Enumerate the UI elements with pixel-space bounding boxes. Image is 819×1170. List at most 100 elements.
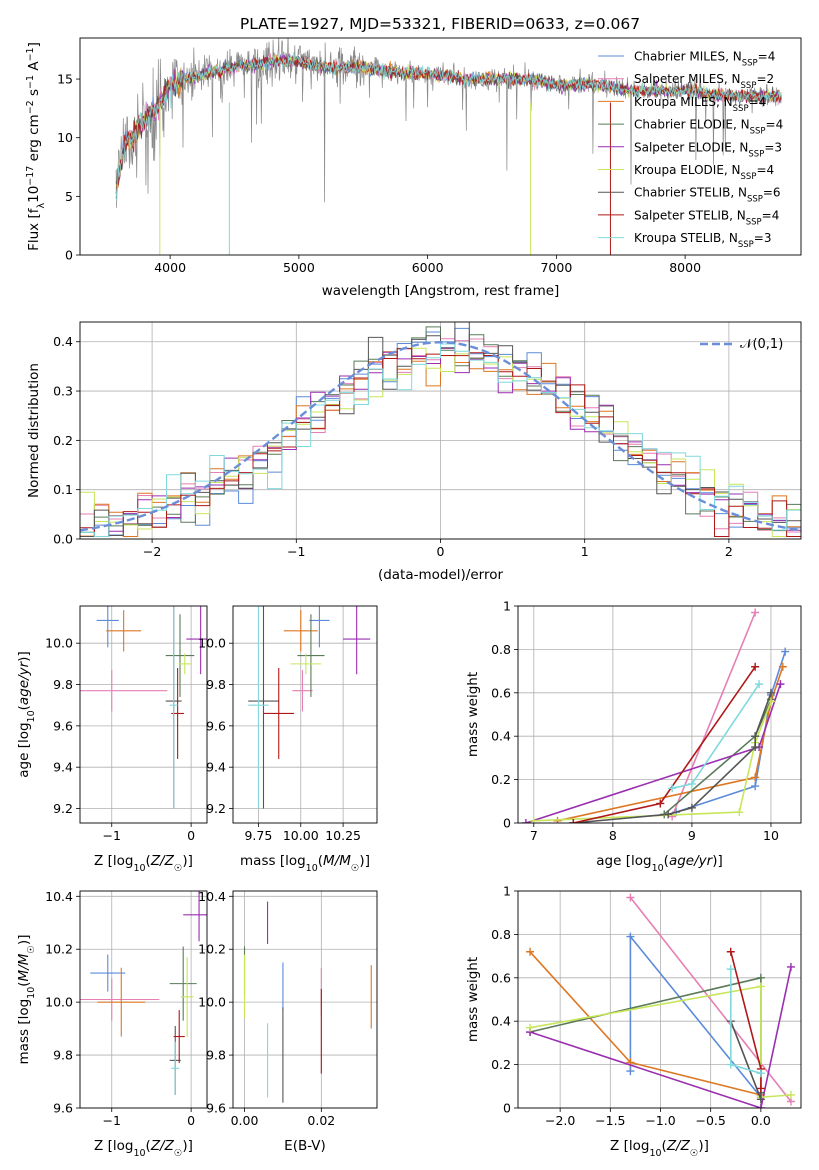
y-tick-label: 0.2 (53, 433, 73, 448)
point-chabrier-stelib (248, 606, 279, 809)
point-kroupa-miles (97, 967, 146, 1037)
weight-marker-salpeter-elodie (786, 962, 795, 971)
y-tick-label: 9.8 (206, 1048, 226, 1063)
x-tick-label: −2 (143, 544, 161, 559)
weight-line-salpeter-miles (671, 612, 756, 817)
y-tick-label: 0.3 (53, 384, 73, 399)
weight-marker-chabrier-stelib (751, 732, 760, 741)
y-tick-label: 10.0 (198, 636, 226, 651)
y-tick-label: 10.2 (45, 942, 73, 957)
weight-marker-kroupa-stelib (755, 680, 764, 689)
y-tick-label: 9.2 (53, 801, 73, 816)
point-chabrier-elodie (165, 614, 195, 697)
y-tick-label: 0.2 (491, 772, 511, 787)
y-tick-label: 9.8 (53, 1048, 73, 1063)
axes-frame (517, 890, 802, 1109)
point-chabrier-elodie (169, 946, 197, 1021)
weight-line-chabrier-stelib (573, 692, 772, 823)
y-tick-label: 0.4 (491, 729, 511, 744)
weight-line-salpeter-elodie (529, 966, 792, 1108)
point-kroupa-elodie (290, 653, 322, 675)
y-tick-label: 9.6 (53, 718, 73, 733)
x-tick-label: 9 (688, 828, 696, 843)
legend-label-chabrier-elodie: Chabrier ELODIE, NSSP=4 (634, 118, 783, 137)
weight-marker-salpeter-stelib (726, 947, 735, 956)
point-kroupa-stelib (169, 606, 178, 809)
plot-area-age-vs-mass (248, 606, 371, 809)
y-tick-label: 0 (503, 816, 511, 831)
y-tick-label: 0 (503, 1101, 511, 1116)
weight-marker-salpeter-elodie (756, 1104, 765, 1108)
x-tick-label: 0 (187, 1113, 195, 1128)
normal-curve (80, 340, 801, 532)
y-tick-label: 0.6 (491, 970, 511, 985)
spectrum-model-kroupa-stelib (115, 52, 782, 201)
x-tick-label: 1 (581, 544, 589, 559)
plot-area-weight-vs-age (521, 608, 790, 823)
y-tick-label: 0.4 (53, 334, 73, 349)
spectrum-x-label: wavelength [Angstrom, rest frame] (322, 283, 560, 299)
weight-vs-Z-y-label: mass weight (465, 957, 481, 1042)
weight-marker-kroupa-elodie (529, 816, 538, 823)
weight-line-kroupa-elodie (529, 985, 792, 1099)
y-tick-label: 10.0 (45, 636, 73, 651)
y-tick-label: 10.0 (198, 995, 226, 1010)
age-vs-Z-y-label: age [log10(age/yr)] (16, 651, 37, 777)
point-salpeter-stelib (263, 668, 294, 759)
mass-vs-ebv-x-label: E(B-V) (284, 1138, 326, 1154)
y-tick-label: 9.8 (53, 677, 73, 692)
weight-marker-kroupa-stelib (687, 779, 696, 788)
weight-marker-kroupa-elodie (526, 1023, 535, 1032)
x-tick-label: 0.00 (231, 1113, 259, 1128)
weight-vs-age-y-label: mass weight (465, 672, 481, 757)
weight-marker-salpeter-stelib (751, 662, 760, 671)
weight-marker-kroupa-elodie (786, 1090, 795, 1099)
mass-vs-Z-y-label: mass [log10(M/M☉)] (16, 935, 37, 1065)
weight-line-kroupa-miles (557, 666, 784, 822)
x-tick-label: 10.25 (325, 828, 361, 843)
y-tick-label: 0.4 (491, 1014, 511, 1029)
point-kroupa-miles (106, 610, 142, 652)
axes-frame (232, 605, 378, 824)
weight-marker-salpeter-elodie (521, 819, 530, 823)
weight-marker-chabrier-stelib (687, 803, 696, 812)
y-tick-label: 9.2 (206, 801, 226, 816)
x-tick-label: 2 (725, 544, 733, 559)
legend-label-salpeter-stelib: Salpeter STELIB, NSSP=4 (634, 208, 779, 227)
point-kroupa-elodie (178, 653, 192, 675)
plot-area-residuals (80, 322, 801, 537)
point-salpeter-elodie (183, 891, 207, 942)
axes-mass-vs-Z: −1 0 9.6 9.8 10.0 10.2 10.4 Z [log10(Z/Z☉)] mass… (16, 889, 208, 1159)
point-salpeter-miles (292, 670, 313, 712)
y-tick-label: 0 (65, 248, 73, 263)
legend-label-salpeter-elodie: Salpeter ELODIE, NSSP=3 (634, 140, 782, 159)
y-tick-label: 9.8 (206, 677, 226, 692)
axes-spectrum: 4000 5000 6000 7000 8000 0 5 10 15 wavelength [An… (25, 37, 802, 299)
mass-vs-Z-x-label: Z [log10(Z/Z☉)] (94, 1138, 193, 1159)
y-tick-label: 1 (503, 884, 511, 899)
point-salpeter-miles (80, 670, 168, 712)
legend-label-kroupa-stelib: Kroupa STELIB, NSSP=3 (634, 231, 772, 250)
point-kroupa-stelib (248, 606, 269, 809)
weight-marker-kroupa-stelib (726, 1060, 735, 1069)
x-tick-label: 10 (763, 828, 779, 843)
weight-marker-salpeter-stelib (756, 1084, 765, 1093)
y-tick-label: 5 (65, 189, 73, 204)
axes-frame (79, 605, 208, 824)
axes-frame (79, 37, 802, 256)
x-tick-label: −1.5 (595, 1113, 625, 1128)
axes-frame (79, 890, 208, 1109)
age-vs-Z-x-label: Z [log10(Z/Z☉)] (94, 853, 193, 874)
point-kroupa-miles (283, 610, 318, 652)
y-tick-label: 0.6 (491, 685, 511, 700)
axes-frame (79, 321, 802, 540)
point-chabrier-miles (96, 606, 119, 648)
weight-vs-Z-x-label: Z [log10(Z/Z☉)] (610, 1138, 709, 1159)
x-tick-label: 7 (530, 828, 538, 843)
x-tick-label: 8000 (669, 260, 701, 275)
weight-marker-kroupa-elodie (756, 982, 765, 991)
weight-line-chabrier-miles (629, 934, 762, 1098)
y-tick-label: 10.0 (45, 995, 73, 1010)
